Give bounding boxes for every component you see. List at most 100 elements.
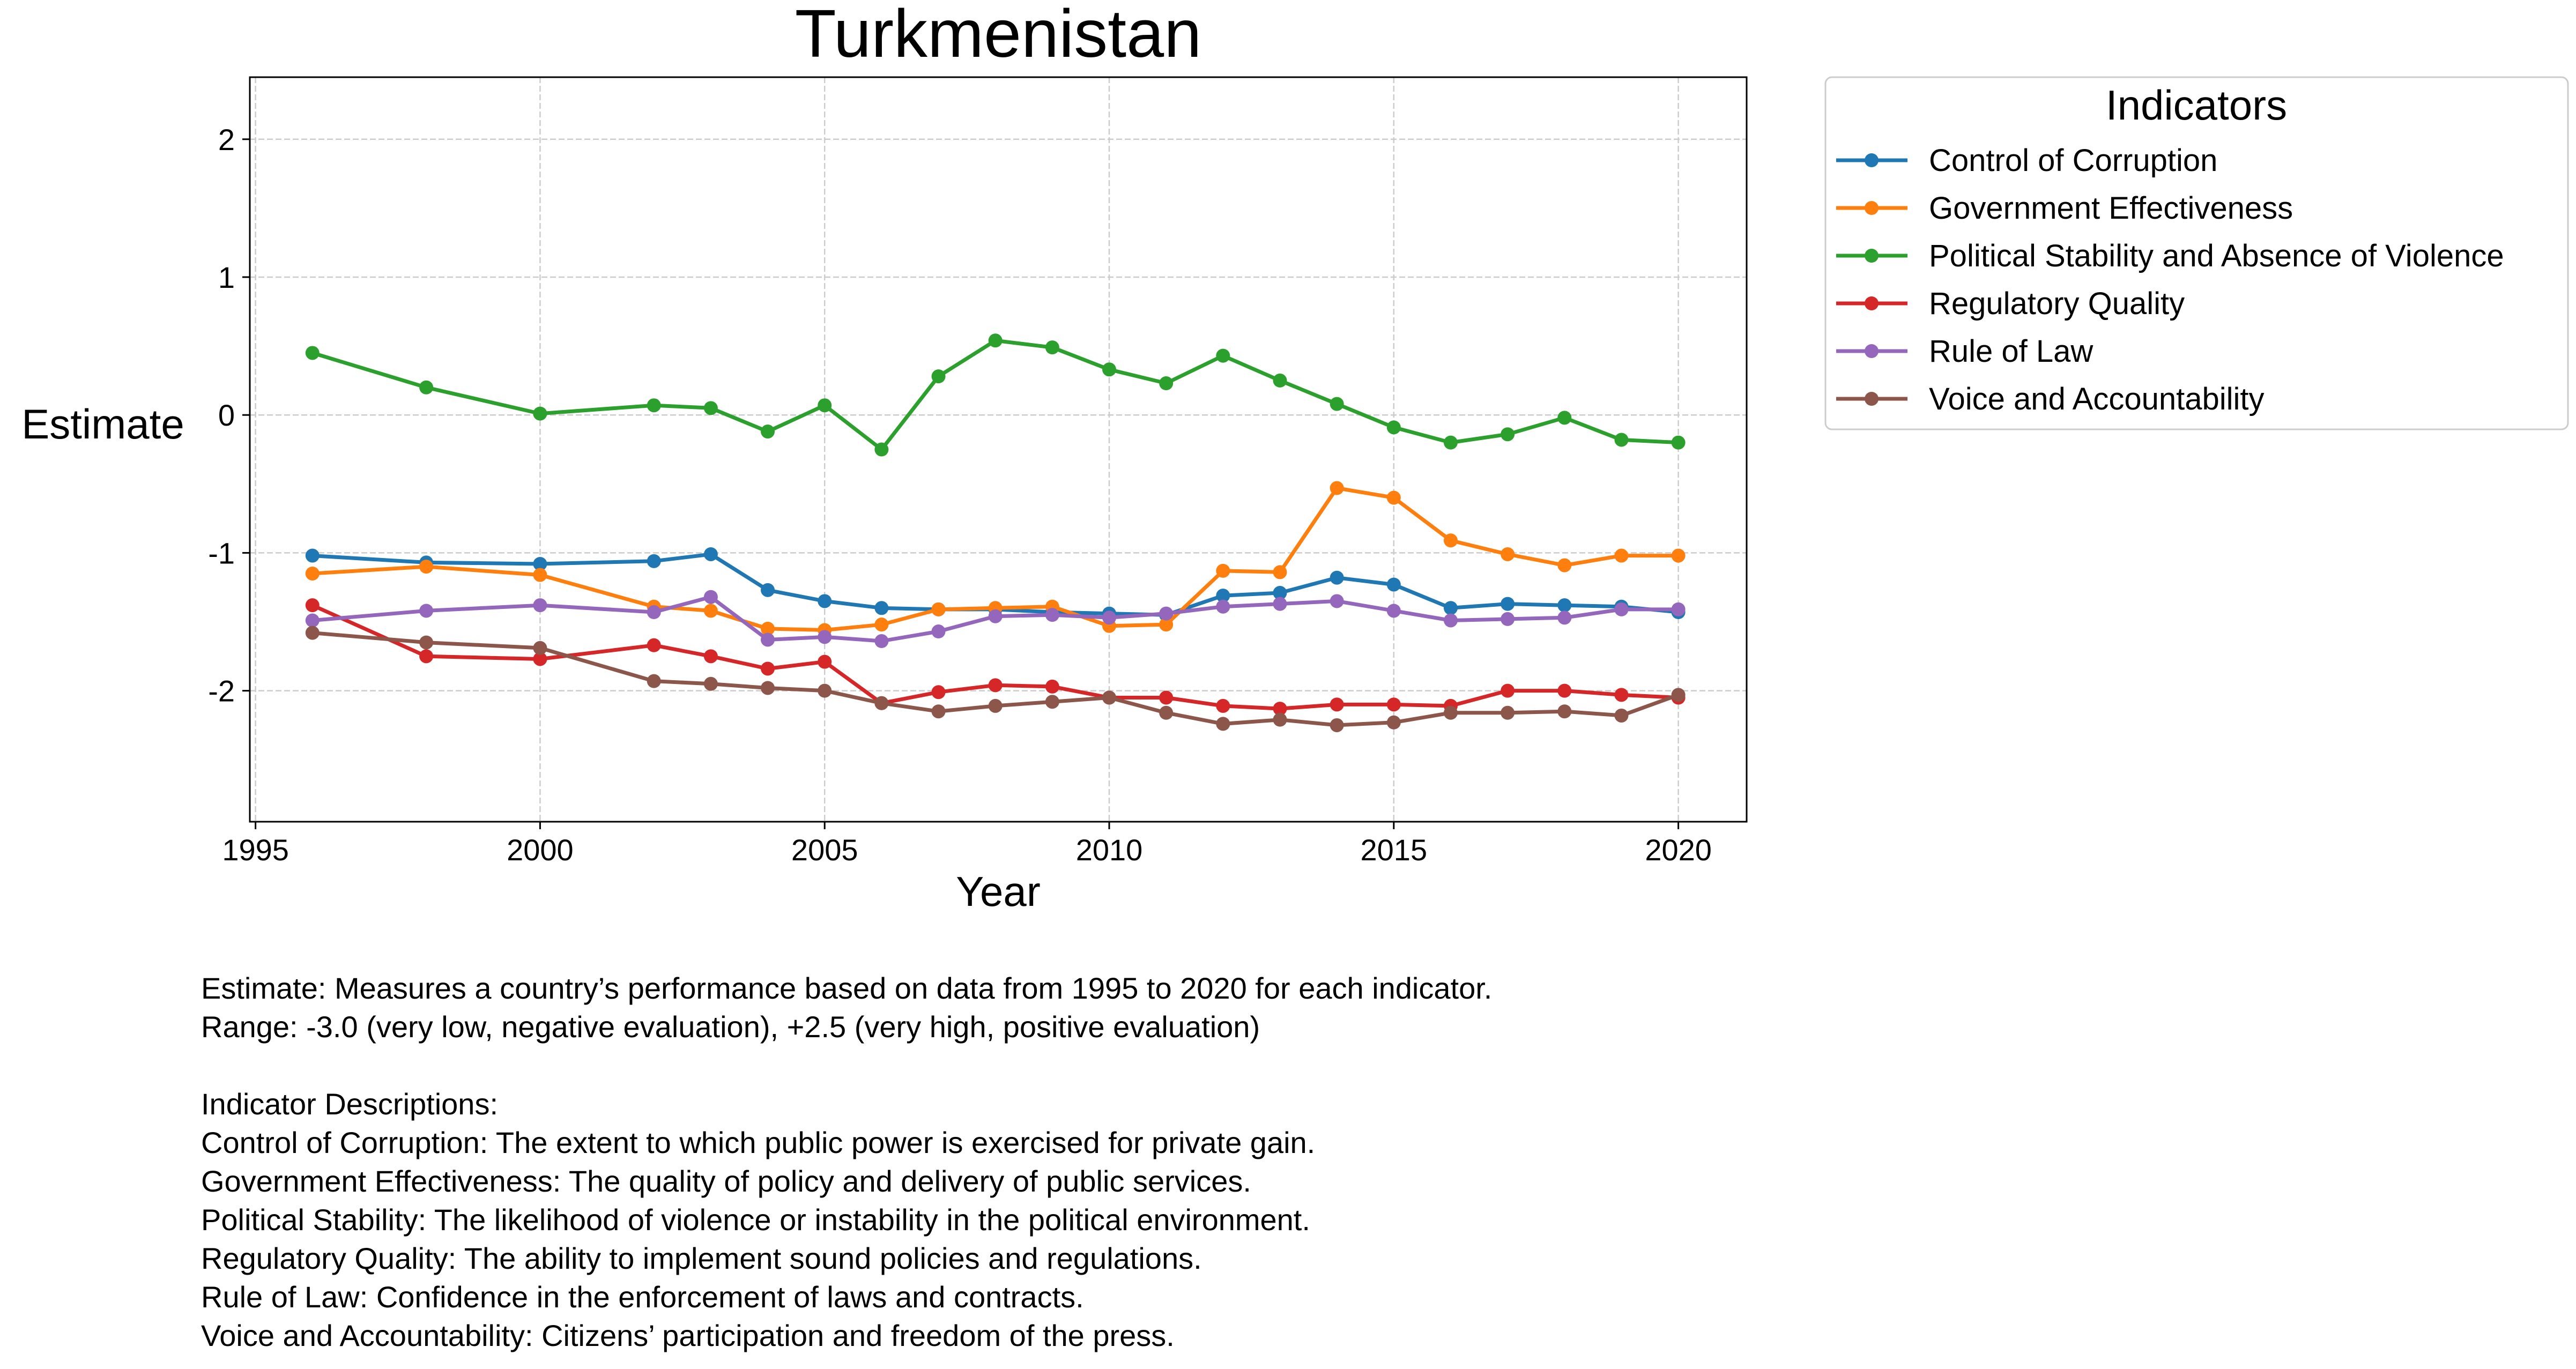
data-point bbox=[419, 635, 434, 650]
data-point bbox=[1102, 611, 1117, 625]
data-point bbox=[1501, 683, 1515, 698]
data-point bbox=[533, 652, 547, 666]
data-point bbox=[1159, 690, 1174, 705]
x-tick-label: 2010 bbox=[1076, 833, 1143, 867]
data-point bbox=[931, 602, 946, 616]
data-point bbox=[419, 649, 434, 664]
data-point bbox=[305, 548, 320, 563]
data-point bbox=[1102, 362, 1117, 377]
data-point bbox=[703, 590, 718, 604]
data-point bbox=[647, 674, 661, 688]
data-point bbox=[1216, 717, 1230, 731]
x-tick-label: 2015 bbox=[1361, 833, 1428, 867]
data-point bbox=[703, 547, 718, 561]
data-point bbox=[1557, 411, 1572, 425]
legend-label: Voice and Accountability bbox=[1929, 382, 2265, 416]
legend-box bbox=[1824, 76, 2569, 430]
data-point bbox=[931, 369, 946, 384]
data-point bbox=[533, 568, 547, 582]
data-point bbox=[1557, 558, 1572, 572]
x-tick-label: 1995 bbox=[222, 833, 289, 867]
data-point bbox=[305, 567, 320, 581]
data-point bbox=[419, 560, 434, 574]
data-point bbox=[1045, 608, 1059, 622]
legend-swatch-marker bbox=[1865, 249, 1879, 263]
legend-swatch-marker bbox=[1865, 344, 1879, 358]
series-line-voice-and-accountability bbox=[310, 631, 1681, 727]
x-axis: 1995 2000 2005 2010 2015 2020 bbox=[222, 822, 1712, 867]
series-rule-of-law bbox=[305, 590, 1686, 649]
data-point bbox=[1614, 688, 1629, 702]
data-point bbox=[703, 604, 718, 618]
data-point bbox=[1501, 705, 1515, 720]
data-point bbox=[988, 609, 1003, 623]
data-point bbox=[761, 583, 775, 597]
y-tick-label: 1 bbox=[218, 261, 235, 294]
data-point bbox=[1443, 533, 1458, 548]
data-point bbox=[818, 594, 832, 608]
data-point bbox=[647, 638, 661, 652]
data-point bbox=[818, 654, 832, 669]
data-point bbox=[1386, 420, 1401, 435]
data-point bbox=[1045, 695, 1059, 709]
y-tick-label: 0 bbox=[218, 398, 235, 432]
data-point bbox=[1273, 702, 1287, 716]
data-point bbox=[1386, 604, 1401, 618]
data-point bbox=[703, 401, 718, 415]
data-point bbox=[874, 601, 889, 615]
series-line-political-stability-and-absence-of-violence bbox=[310, 338, 1681, 451]
data-point bbox=[1501, 427, 1515, 442]
data-point bbox=[1501, 597, 1515, 611]
data-point bbox=[931, 704, 946, 719]
data-point bbox=[988, 333, 1003, 348]
data-point bbox=[1045, 679, 1059, 694]
data-point bbox=[761, 633, 775, 647]
data-point bbox=[1671, 435, 1686, 450]
description-regulatory-quality: Regulatory Quality: The ability to imple… bbox=[201, 1241, 1202, 1275]
data-point bbox=[761, 681, 775, 695]
data-point bbox=[1159, 606, 1174, 621]
data-point bbox=[1501, 547, 1515, 561]
x-tick-label: 2020 bbox=[1645, 833, 1712, 867]
series-line-regulatory-quality bbox=[310, 603, 1681, 711]
data-point bbox=[988, 678, 1003, 693]
data-point bbox=[1671, 688, 1686, 702]
data-point bbox=[761, 661, 775, 676]
data-point bbox=[647, 554, 661, 568]
x-tick-label: 2000 bbox=[507, 833, 574, 867]
y-axis-label: Estimate bbox=[21, 400, 184, 448]
y-axis: 2 1 0 -1 -2 bbox=[208, 123, 250, 708]
data-point bbox=[305, 598, 320, 613]
data-point bbox=[874, 634, 889, 649]
chart-title: Turkmenistan bbox=[795, 0, 1202, 71]
legend-item-government-effectiveness: Government Effectiveness bbox=[1836, 191, 2293, 226]
data-point bbox=[1557, 598, 1572, 613]
series-voice-and-accountability bbox=[305, 626, 1686, 732]
y-tick-label: -1 bbox=[208, 536, 235, 570]
data-point bbox=[305, 346, 320, 360]
data-point bbox=[1273, 597, 1287, 611]
legend-item-regulatory-quality: Regulatory Quality bbox=[1836, 286, 2185, 321]
data-point bbox=[1671, 548, 1686, 563]
y-tick-label: 2 bbox=[218, 123, 235, 157]
data-point bbox=[1045, 340, 1059, 355]
data-point bbox=[305, 613, 320, 628]
legend-swatch-marker bbox=[1865, 392, 1879, 406]
legend-label: Political Stability and Absence of Viole… bbox=[1929, 239, 2504, 273]
data-point bbox=[1216, 599, 1230, 614]
data-point bbox=[1443, 705, 1458, 720]
data-point bbox=[1614, 433, 1629, 447]
data-point bbox=[1614, 548, 1629, 563]
data-point bbox=[1330, 594, 1344, 608]
data-point bbox=[1671, 602, 1686, 616]
data-point bbox=[533, 406, 547, 421]
data-point bbox=[1273, 586, 1287, 600]
legend-item-voice-and-accountability: Voice and Accountability bbox=[1836, 382, 2265, 416]
data-point bbox=[1159, 617, 1174, 632]
x-tick-label: 2005 bbox=[791, 833, 858, 867]
legend-label: Control of Corruption bbox=[1929, 143, 2217, 178]
data-point bbox=[761, 425, 775, 439]
description-voice-and-accountability: Voice and Accountability: Citizens’ part… bbox=[201, 1319, 1175, 1352]
series-line-control-of-corruption bbox=[310, 552, 1681, 617]
data-point bbox=[818, 683, 832, 698]
